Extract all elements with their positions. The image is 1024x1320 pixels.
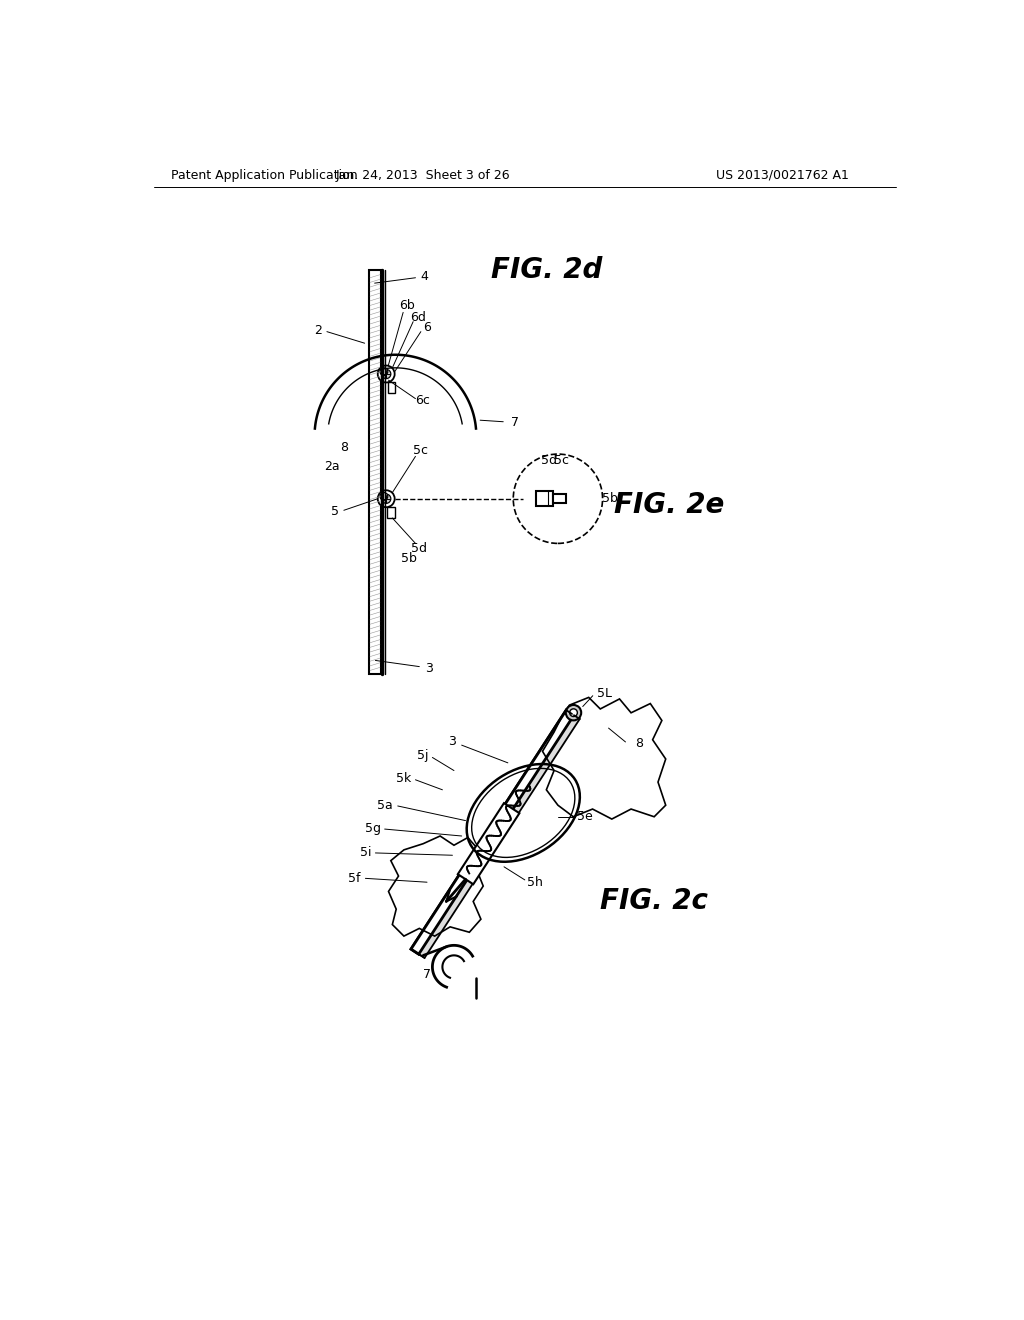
Text: 5j: 5j (418, 748, 429, 762)
Text: 5e: 5e (577, 810, 593, 824)
Text: 6: 6 (423, 321, 431, 334)
Text: 7: 7 (423, 968, 431, 981)
Polygon shape (370, 271, 381, 675)
Text: 7: 7 (511, 416, 519, 429)
Text: 6b: 6b (399, 298, 415, 312)
Circle shape (380, 492, 388, 500)
Circle shape (569, 709, 578, 717)
Text: 3: 3 (425, 661, 432, 675)
Text: 5L: 5L (597, 686, 611, 700)
Polygon shape (387, 507, 394, 517)
Circle shape (378, 490, 394, 507)
Polygon shape (553, 494, 565, 503)
Circle shape (380, 368, 388, 376)
Text: 5h: 5h (527, 875, 543, 888)
Circle shape (513, 454, 602, 544)
Text: 6d: 6d (411, 310, 426, 323)
Text: 5c: 5c (554, 454, 569, 467)
Polygon shape (388, 383, 395, 393)
Circle shape (566, 705, 582, 721)
Text: 5: 5 (331, 506, 339, 519)
Circle shape (378, 366, 394, 383)
Text: FIG. 2e: FIG. 2e (614, 491, 725, 519)
Text: 5b: 5b (401, 552, 417, 565)
Text: 4: 4 (421, 269, 429, 282)
Text: 5g: 5g (366, 822, 381, 834)
Text: 5k: 5k (396, 772, 412, 785)
Text: 5b: 5b (602, 492, 618, 506)
Text: FIG. 2c: FIG. 2c (600, 887, 709, 916)
Polygon shape (537, 491, 553, 507)
Text: 3: 3 (449, 735, 457, 748)
Text: 5c: 5c (413, 445, 428, 458)
Text: 6c: 6c (415, 395, 430, 408)
Text: 5d: 5d (412, 541, 427, 554)
Circle shape (382, 370, 391, 379)
Polygon shape (417, 714, 580, 958)
Text: FIG. 2d: FIG. 2d (490, 256, 602, 284)
Text: 5a: 5a (377, 799, 392, 812)
Text: 5f: 5f (347, 871, 360, 884)
Text: 8: 8 (341, 441, 348, 454)
Text: Jan. 24, 2013  Sheet 3 of 26: Jan. 24, 2013 Sheet 3 of 26 (336, 169, 511, 182)
Polygon shape (411, 710, 573, 954)
Polygon shape (458, 803, 519, 884)
Text: Patent Application Publication: Patent Application Publication (171, 169, 357, 182)
Text: 8: 8 (635, 737, 643, 750)
Text: US 2013/0021762 A1: US 2013/0021762 A1 (716, 169, 849, 182)
Text: 2a: 2a (325, 459, 340, 473)
Text: 2: 2 (313, 323, 322, 337)
Text: 5d: 5d (541, 454, 557, 467)
Circle shape (382, 494, 391, 503)
Text: 5i: 5i (359, 846, 371, 859)
Polygon shape (411, 710, 573, 954)
